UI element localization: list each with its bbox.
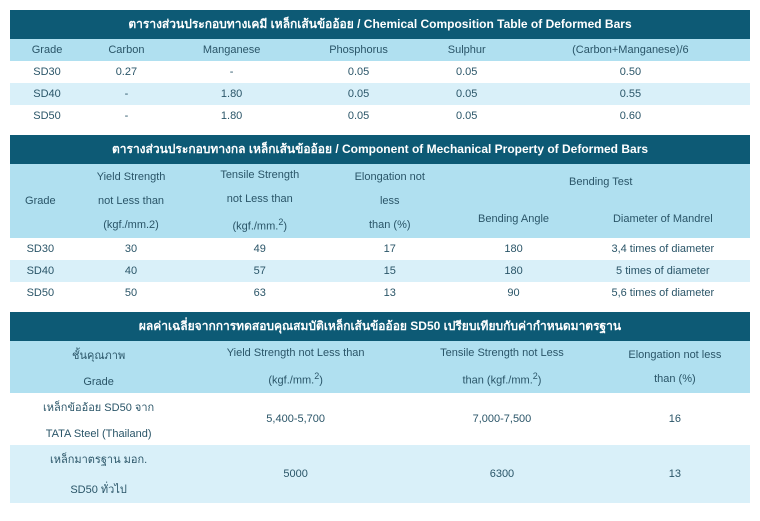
cell: 0.05 [295, 61, 423, 83]
table-row: เหล็กข้ออ้อย SD50 จาก TATA Steel (Thaila… [10, 393, 750, 445]
table-row: SD30 30 49 17 180 3,4 times of diameter [10, 238, 750, 260]
cell: 5,6 times of diameter [576, 282, 750, 304]
table2-header-row1: Grade Yield Strength not Less than (kgf.… [10, 164, 750, 201]
col-phosphorus: Phosphorus [295, 39, 423, 61]
mechanical-property-table: ตารางส่วนประกอบทางกล เหล็กเส้นข้ออ้อย / … [10, 135, 750, 304]
table-row: SD50 - 1.80 0.05 0.05 0.60 [10, 105, 750, 127]
col-elongation: Elongation not less than (%) [600, 341, 750, 393]
col-mandrel: Diameter of Mandrel [576, 201, 750, 238]
cell: SD30 [10, 61, 84, 83]
cell: 17 [328, 238, 451, 260]
cell: 5 times of diameter [576, 260, 750, 282]
cell: 7,000-7,500 [404, 393, 600, 445]
table-row: SD30 0.27 - 0.05 0.05 0.50 [10, 61, 750, 83]
cell: 0.27 [84, 61, 169, 83]
cell: 180 [451, 238, 575, 260]
cell: 57 [191, 260, 328, 282]
col-tensile: Tensile Strength not Less than (kgf./mm.… [404, 341, 600, 393]
cell: 15 [328, 260, 451, 282]
col-sulphur: Sulphur [423, 39, 511, 61]
cell: SD40 [10, 260, 71, 282]
cell: 0.50 [511, 61, 750, 83]
cell: 0.60 [511, 105, 750, 127]
cell: SD40 [10, 83, 84, 105]
chemical-composition-table: ตารางส่วนประกอบทางเคมี เหล็กเส้นข้ออ้อย … [10, 10, 750, 127]
cell: SD30 [10, 238, 71, 260]
cell: 90 [451, 282, 575, 304]
col-manganese: Manganese [169, 39, 295, 61]
cell: 0.05 [423, 105, 511, 127]
col-grade: Grade [10, 39, 84, 61]
col-bending-test: Bending Test [451, 164, 750, 201]
cell: - [84, 83, 169, 105]
cell: 0.05 [423, 83, 511, 105]
cell: SD50 [10, 105, 84, 127]
cell: 40 [71, 260, 192, 282]
cell: - [84, 105, 169, 127]
col-cm6: (Carbon+Manganese)/6 [511, 39, 750, 61]
col-bending-angle: Bending Angle [451, 201, 575, 238]
cell: 5000 [187, 445, 404, 503]
table1-title: ตารางส่วนประกอบทางเคมี เหล็กเส้นข้ออ้อย … [10, 10, 750, 39]
cell: 13 [600, 445, 750, 503]
cell: 6300 [404, 445, 600, 503]
cell: 0.05 [423, 61, 511, 83]
cell: 0.05 [295, 105, 423, 127]
cell: 0.55 [511, 83, 750, 105]
col-yield: Yield Strength not Less than (kgf./mm.2) [71, 164, 192, 238]
cell: - [169, 61, 295, 83]
cell: 1.80 [169, 83, 295, 105]
table-row: SD50 50 63 13 90 5,6 times of diameter [10, 282, 750, 304]
cell: 0.05 [295, 83, 423, 105]
cell-grade: เหล็กมาตรฐาน มอก. SD50 ทั่วไป [10, 445, 187, 503]
table-row: SD40 40 57 15 180 5 times of diameter [10, 260, 750, 282]
cell: 50 [71, 282, 192, 304]
col-grade: ชั้นคุณภาพ Grade [10, 341, 187, 393]
table3-header-row: ชั้นคุณภาพ Grade Yield Strength not Less… [10, 341, 750, 393]
col-grade: Grade [10, 164, 71, 238]
col-carbon: Carbon [84, 39, 169, 61]
cell: SD50 [10, 282, 71, 304]
col-yield: Yield Strength not Less than (kgf./mm.2) [187, 341, 404, 393]
table-row: เหล็กมาตรฐาน มอก. SD50 ทั่วไป 5000 6300 … [10, 445, 750, 503]
cell: 180 [451, 260, 575, 282]
cell: 63 [191, 282, 328, 304]
sd50-comparison-table: ผลค่าเฉลี่ยจากการทดสอบคุณสมบัติเหล็กเส้น… [10, 312, 750, 503]
cell: 16 [600, 393, 750, 445]
cell-grade: เหล็กข้ออ้อย SD50 จาก TATA Steel (Thaila… [10, 393, 187, 445]
table1-header-row: Grade Carbon Manganese Phosphorus Sulphu… [10, 39, 750, 61]
cell: 13 [328, 282, 451, 304]
col-tensile: Tensile Strength not Less than (kgf./mm.… [191, 164, 328, 238]
col-elongation: Elongation not less than (%) [328, 164, 451, 238]
table-row: SD40 - 1.80 0.05 0.05 0.55 [10, 83, 750, 105]
cell: 3,4 times of diameter [576, 238, 750, 260]
table2-title: ตารางส่วนประกอบทางกล เหล็กเส้นข้ออ้อย / … [10, 135, 750, 164]
cell: 1.80 [169, 105, 295, 127]
cell: 30 [71, 238, 192, 260]
cell: 5,400-5,700 [187, 393, 404, 445]
cell: 49 [191, 238, 328, 260]
table3-title: ผลค่าเฉลี่ยจากการทดสอบคุณสมบัติเหล็กเส้น… [10, 312, 750, 341]
